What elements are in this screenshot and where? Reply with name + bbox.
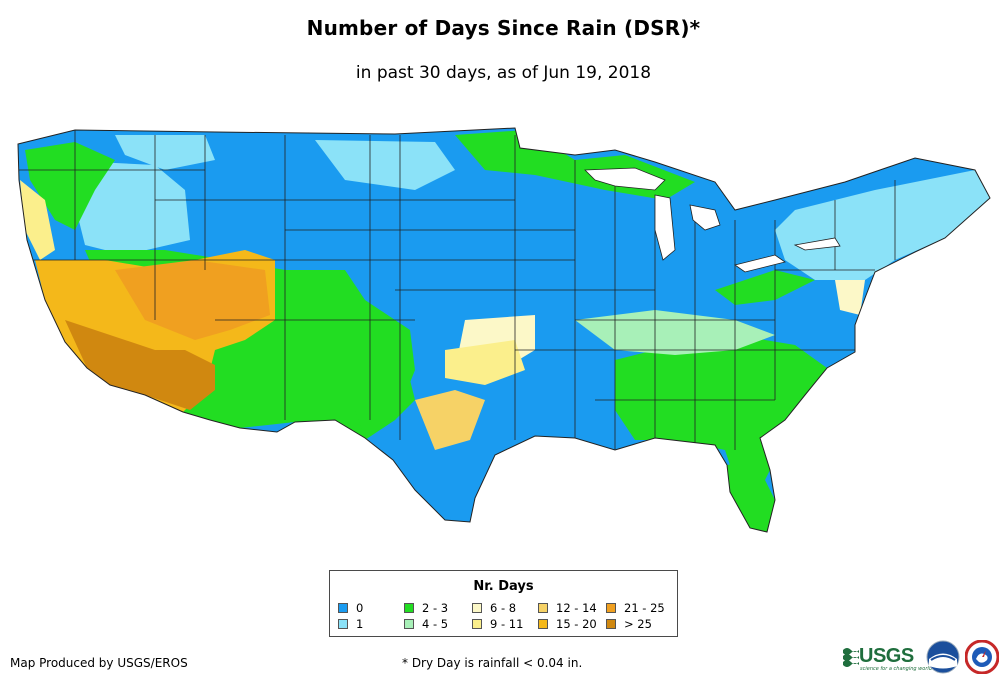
agency-logos: USGS science for a changing world bbox=[843, 638, 1003, 678]
legend-label: 0 bbox=[356, 601, 364, 615]
legend-swatch bbox=[472, 603, 482, 613]
credit-text: Map Produced by USGS/EROS bbox=[10, 656, 188, 670]
region-2to3-northwest bbox=[25, 142, 115, 230]
conus-border bbox=[17, 127, 991, 533]
legend-item-6to8: 6 - 8 bbox=[472, 601, 516, 615]
region-1day-montana bbox=[115, 135, 215, 170]
legend-swatch bbox=[404, 619, 414, 629]
region-6to8-midatlantic bbox=[835, 280, 865, 315]
legend-swatch bbox=[538, 619, 548, 629]
legend-item-2to3: 2 - 3 bbox=[404, 601, 448, 615]
legend: Nr. Days 0 1 2 - 3 4 - 5 6 - 8 9 - 11 12… bbox=[329, 570, 678, 637]
state-boundaries bbox=[18, 130, 896, 450]
legend-swatch bbox=[606, 619, 616, 629]
usgs-wordmark: USGS bbox=[859, 645, 914, 667]
legend-item-21to25: 21 - 25 bbox=[606, 601, 665, 615]
legend-swatch bbox=[606, 603, 616, 613]
legend-label: 12 - 14 bbox=[556, 601, 597, 615]
usgs-logo: USGS science for a changing world bbox=[843, 642, 932, 674]
legend-item-over25: > 25 bbox=[606, 617, 652, 631]
region-2to3-southeast bbox=[615, 335, 827, 500]
legend-item-12to14: 12 - 14 bbox=[538, 601, 597, 615]
map-subtitle: in past 30 days, as of Jun 19, 2018 bbox=[355, 63, 652, 83]
great-lakes bbox=[584, 167, 841, 273]
region-9to11-kansas bbox=[445, 340, 525, 385]
region-2to3-florida bbox=[727, 460, 775, 532]
legend-label: 2 - 3 bbox=[422, 601, 449, 615]
legend-swatch bbox=[538, 603, 548, 613]
legend-swatch bbox=[472, 619, 482, 629]
nws-logo-icon bbox=[964, 639, 1000, 675]
footnote-text: * Dry Day is rainfall < 0.04 in. bbox=[402, 656, 583, 670]
legend-label: 9 - 11 bbox=[490, 617, 524, 631]
noaa-logo-icon bbox=[926, 640, 960, 674]
map-title: Number of Days Since Rain (DSR)* bbox=[306, 16, 701, 40]
legend-label: 6 - 8 bbox=[490, 601, 517, 615]
legend-item-1: 1 bbox=[338, 617, 363, 631]
region-9to11-west-coast bbox=[20, 180, 55, 260]
legend-label: > 25 bbox=[624, 617, 652, 631]
legend-label: 21 - 25 bbox=[624, 601, 665, 615]
legend-item-15to20: 15 - 20 bbox=[538, 617, 597, 631]
region-over25-arizona bbox=[65, 320, 215, 410]
legend-item-4to5: 4 - 5 bbox=[404, 617, 448, 631]
region-12to14-texas bbox=[415, 390, 485, 450]
region-2to3-ohio bbox=[715, 270, 815, 305]
legend-title: Nr. Days bbox=[473, 579, 534, 594]
legend-item-0: 0 bbox=[338, 601, 363, 615]
legend-item-9to11: 9 - 11 bbox=[472, 617, 523, 631]
legend-label: 15 - 20 bbox=[556, 617, 597, 631]
region-2to3-texas-west bbox=[345, 360, 415, 438]
legend-label: 4 - 5 bbox=[422, 617, 449, 631]
region-1day-dakota bbox=[315, 140, 455, 190]
usgs-tagline: science for a changing world bbox=[860, 666, 932, 672]
legend-swatch bbox=[338, 603, 348, 613]
region-4to5-tennessee bbox=[575, 310, 775, 355]
legend-label: 1 bbox=[356, 617, 364, 631]
region-1day-northeast bbox=[775, 170, 990, 280]
legend-swatch bbox=[404, 603, 414, 613]
usgs-wave-icon bbox=[843, 648, 859, 667]
legend-swatch bbox=[338, 619, 348, 629]
conus-map-svg bbox=[17, 127, 991, 533]
us-dsr-map bbox=[15, 120, 995, 540]
